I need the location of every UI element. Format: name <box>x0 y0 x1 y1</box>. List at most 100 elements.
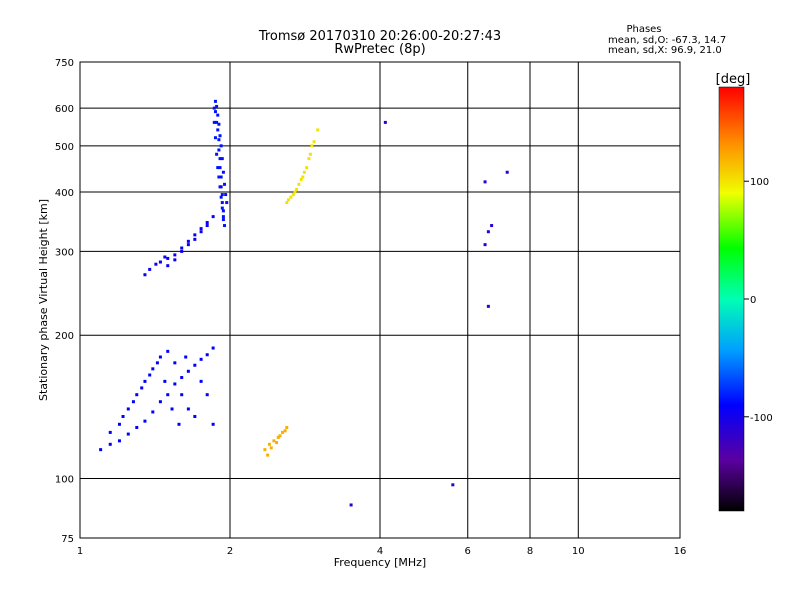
data-point <box>211 422 215 426</box>
data-point <box>217 175 221 179</box>
data-point <box>148 267 152 271</box>
data-point <box>180 249 184 253</box>
data-point <box>221 170 225 174</box>
chart-title: Tromsø 20170310 20:26:00-20:27:43 <box>258 29 501 44</box>
data-point <box>216 166 220 170</box>
x-tick-label: 16 <box>674 546 687 557</box>
data-point <box>221 218 225 222</box>
data-point <box>215 104 219 108</box>
data-point <box>108 430 112 434</box>
data-point <box>193 363 197 367</box>
y-ticks: 75 100 200 300 400 500 600 750 <box>55 58 74 545</box>
data-point <box>297 182 301 186</box>
data-point <box>199 230 203 234</box>
x-tick-label: 4 <box>377 546 383 557</box>
data-point <box>223 182 227 186</box>
data-point <box>173 253 177 257</box>
data-point <box>293 190 297 194</box>
data-point <box>272 439 276 443</box>
data-point <box>299 177 303 181</box>
data-point <box>221 215 225 219</box>
data-point <box>143 273 147 277</box>
data-point <box>99 448 103 452</box>
data-point <box>218 185 222 189</box>
data-point <box>211 346 215 350</box>
data-point <box>199 357 203 361</box>
stats-x: mean, sd,X: 96.9, 21.0 <box>608 45 722 56</box>
data-point <box>155 361 159 365</box>
data-point <box>217 148 221 152</box>
data-point <box>505 170 509 174</box>
data-point <box>108 442 112 446</box>
data-point <box>307 157 311 161</box>
data-point <box>205 224 209 228</box>
data-point <box>215 120 219 124</box>
data-point <box>217 122 221 126</box>
data-point <box>216 128 220 132</box>
data-point <box>220 201 224 205</box>
x-tick-label: 10 <box>572 546 585 557</box>
data-point <box>173 382 177 386</box>
data-point <box>158 400 162 404</box>
data-point <box>180 393 184 397</box>
colorbar <box>718 86 745 512</box>
data-point <box>219 195 223 199</box>
y-tick-label: 300 <box>55 247 74 258</box>
x-axis-label: Frequency [MHz] <box>334 556 426 569</box>
data-point <box>218 166 222 170</box>
data-point <box>383 120 387 124</box>
stats-title: Phases <box>626 24 661 35</box>
data-point <box>199 379 203 383</box>
data-point <box>117 422 121 426</box>
data-point <box>180 246 184 250</box>
plot-area <box>79 61 681 539</box>
data-point <box>302 170 306 174</box>
data-point <box>117 439 121 443</box>
chart-subtitle: RwPretec (8p) <box>334 42 425 57</box>
data-point <box>308 152 312 156</box>
x-tick-label: 1 <box>77 546 83 557</box>
data-point <box>225 201 229 205</box>
data-point <box>135 393 139 397</box>
x-tick-label: 6 <box>465 546 471 557</box>
data-point <box>186 243 190 247</box>
data-point <box>349 503 353 507</box>
data-point <box>278 434 282 438</box>
data-points <box>99 99 509 507</box>
data-point <box>205 393 209 397</box>
y-tick-label: 400 <box>55 188 74 199</box>
data-point <box>283 429 287 433</box>
data-point <box>301 175 305 179</box>
y-axis-label: Stationary phase Virtual Height [km] <box>37 199 50 401</box>
colorbar-tick-label: 0 <box>750 295 756 306</box>
data-point <box>275 441 279 445</box>
data-point <box>286 198 290 202</box>
y-tick-label: 600 <box>55 104 74 115</box>
y-tick-label: 500 <box>55 142 74 153</box>
data-point <box>219 144 223 148</box>
data-point <box>213 110 217 114</box>
data-point <box>173 361 177 365</box>
data-point <box>263 448 267 452</box>
y-tick-label: 100 <box>55 475 74 486</box>
grid <box>80 62 680 538</box>
data-point <box>212 120 216 124</box>
data-point <box>289 195 293 199</box>
data-point <box>221 209 225 213</box>
data-point <box>276 435 280 439</box>
data-point <box>220 193 224 197</box>
data-point <box>199 227 203 231</box>
data-point <box>486 230 490 234</box>
data-point <box>140 386 144 390</box>
data-point <box>281 430 285 434</box>
data-point <box>220 157 224 161</box>
data-point <box>126 407 130 411</box>
stats-o: mean, sd,O: -67.3, 14.7 <box>608 35 726 46</box>
data-point <box>486 304 490 308</box>
data-point <box>310 144 314 148</box>
data-point <box>215 152 219 156</box>
data-point <box>193 237 197 241</box>
data-point <box>151 410 155 414</box>
data-point <box>166 264 170 268</box>
x-tick-label: 2 <box>227 546 233 557</box>
